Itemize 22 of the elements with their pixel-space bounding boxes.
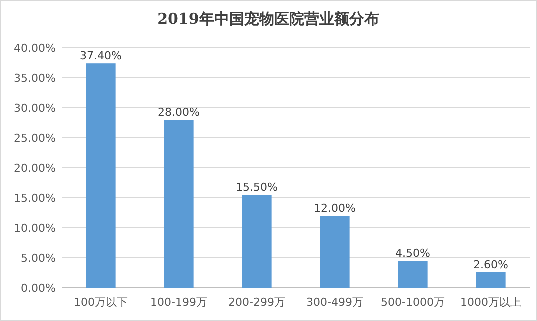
y-tick-label: 30.00% [14,102,56,115]
data-label: 12.00% [314,202,356,215]
y-tick-label: 5.00% [21,252,56,265]
chart-title: 2019年中国宠物医院营业额分布 [158,10,380,28]
y-tick-label: 35.00% [14,72,56,85]
x-tick-label: 300-499万 [306,296,364,309]
y-tick-label: 0.00% [21,282,56,295]
x-tick-label: 100万以下 [74,296,128,309]
data-label: 4.50% [396,247,430,260]
x-tick-label: 200-299万 [228,296,286,309]
x-tick-label: 100-199万 [150,296,208,309]
data-label: 15.50% [236,181,278,194]
x-tick-label: 500-1000万 [381,296,445,309]
data-label: 28.00% [158,106,200,119]
x-tick-label: 1000万以上 [460,296,522,309]
data-label: 2.60% [474,258,508,272]
data-label: 37.40% [80,50,122,63]
y-tick-label: 20.00% [14,162,56,175]
y-tick-label: 10.00% [14,222,56,235]
y-tick-label: 40.00% [14,42,56,55]
y-tick-label: 25.00% [14,132,56,145]
y-tick-label: 15.00% [14,192,56,205]
